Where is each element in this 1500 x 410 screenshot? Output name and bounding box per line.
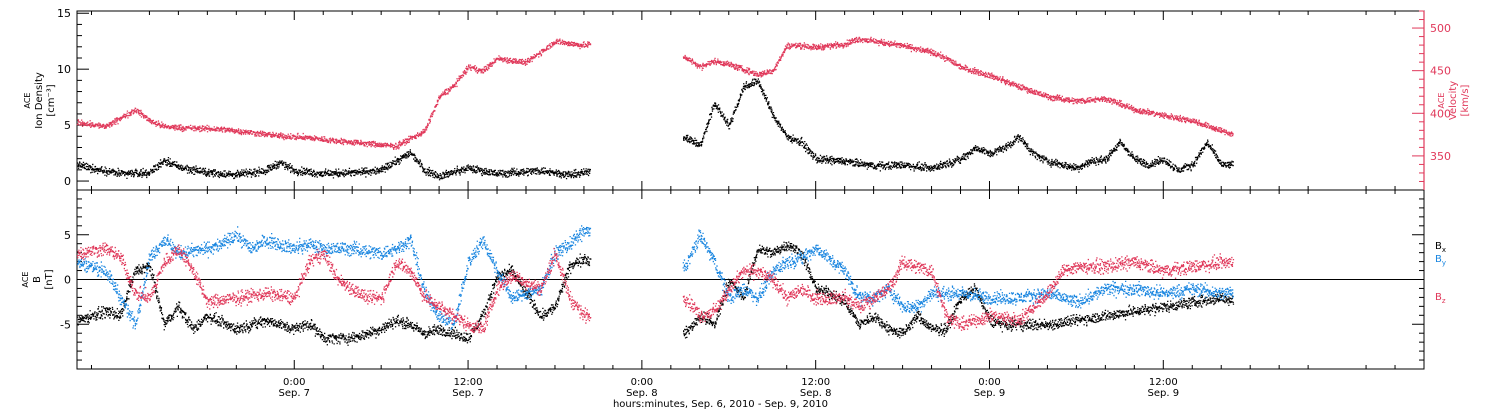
density-axis-label-0: ACE	[23, 93, 32, 109]
x-tick-date-2: Sep. 8	[626, 388, 658, 399]
series-Bz	[76, 242, 1235, 334]
velocity-axis-label-0: ACE	[1437, 93, 1446, 109]
b-axis-label-2: [nT]	[44, 269, 55, 289]
series-velocity	[76, 36, 1234, 151]
velocity-tick-label-1: 400	[1430, 107, 1451, 120]
x-tick-time-4: 0:00	[978, 377, 1000, 388]
series-velocity-points	[76, 36, 1234, 151]
b-tick-label-2: 5	[64, 229, 71, 242]
velocity-tick-label-3: 500	[1430, 22, 1451, 35]
density-tick-label-3: 15	[57, 7, 71, 20]
x-tick-date-5: Sep. 9	[1148, 388, 1180, 399]
legend-Bz: Bz	[1435, 292, 1446, 305]
series-density-points	[76, 78, 1234, 181]
density-tick-label-0: 0	[64, 175, 71, 188]
b-tick-label-0: -5	[60, 318, 71, 331]
x-tick-time-3: 12:00	[801, 377, 830, 388]
b-tick-label-1: 0	[64, 274, 71, 287]
legend-Bx: Bx	[1435, 241, 1446, 254]
x-tick-date-0: Sep. 7	[278, 388, 310, 399]
series-By-points	[77, 225, 1235, 330]
b-axis-label-0: ACE	[21, 272, 30, 288]
density-axis-label-2: [cm⁻³]	[46, 84, 57, 116]
x-tick-time-0: 0:00	[283, 377, 305, 388]
series-By	[77, 225, 1235, 330]
x-tick-date-4: Sep. 9	[974, 388, 1006, 399]
series-Bz-points	[76, 242, 1235, 334]
x-axis-title: hours:minutes, Sep. 6, 2010 - Sep. 9, 20…	[613, 399, 828, 410]
density-tick-label-2: 10	[57, 63, 71, 76]
x-tick-date-3: Sep. 8	[800, 388, 832, 399]
velocity-tick-label-2: 450	[1430, 65, 1451, 78]
velocity-tick-label-0: 350	[1430, 150, 1451, 163]
velocity-axis-label-1: Velocity	[1448, 81, 1459, 120]
x-tick-time-5: 12:00	[1149, 377, 1178, 388]
series-density	[76, 78, 1234, 181]
density-axis-label-1: Ion Density	[34, 72, 45, 129]
x-tick-date-1: Sep. 7	[452, 388, 484, 399]
b-axis-label-1: B	[32, 276, 43, 283]
x-tick-time-2: 0:00	[631, 377, 653, 388]
velocity-axis-label-2: [km/s]	[1460, 84, 1471, 116]
density-tick-label-1: 5	[64, 119, 71, 132]
legend-By: By	[1435, 254, 1446, 267]
x-tick-time-1: 12:00	[454, 377, 483, 388]
